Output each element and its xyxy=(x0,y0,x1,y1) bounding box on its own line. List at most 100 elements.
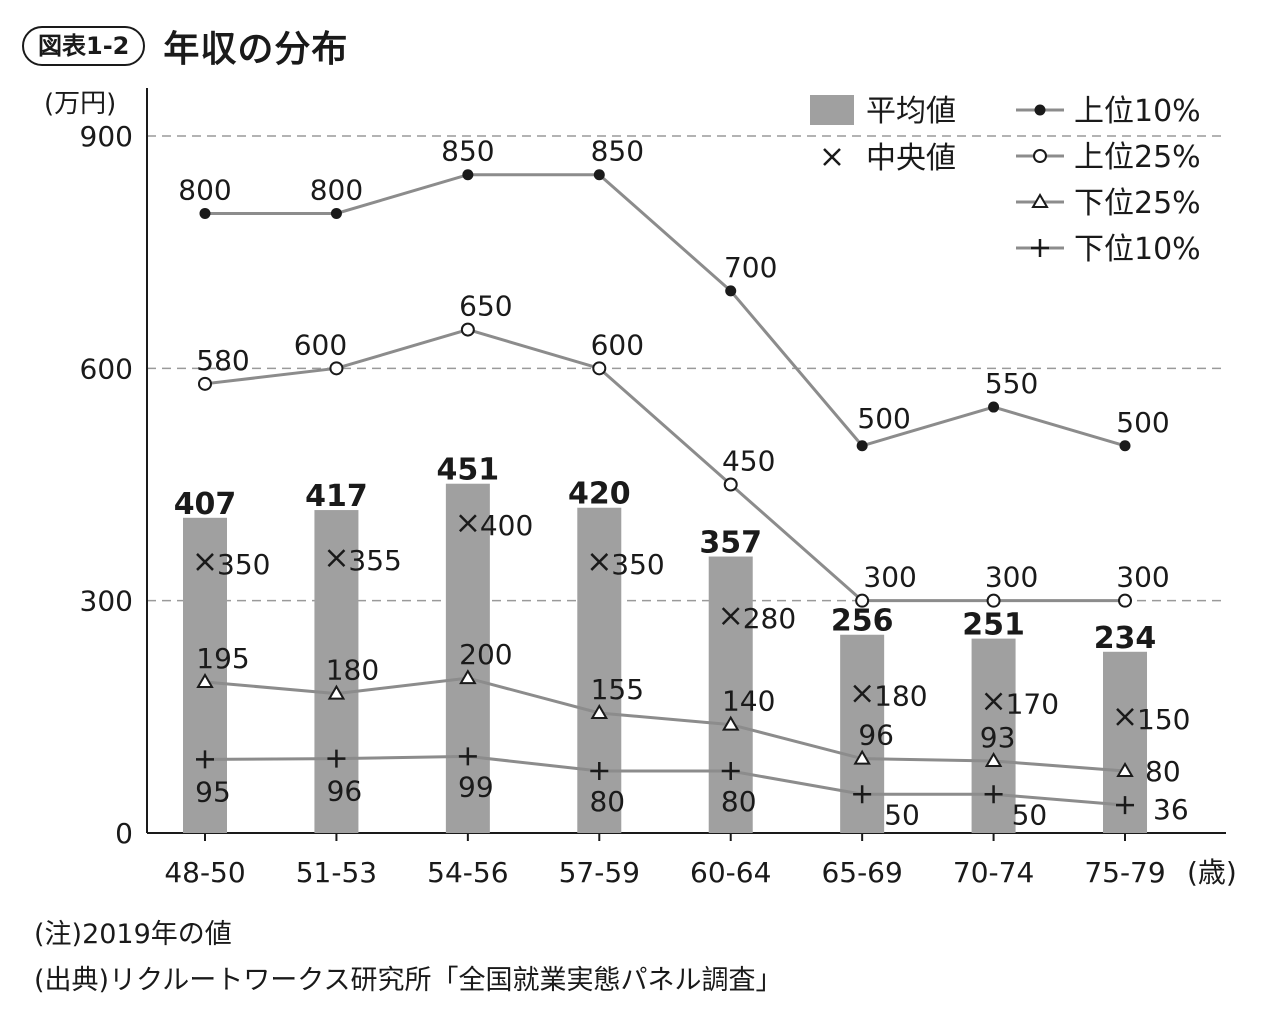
bar xyxy=(314,510,359,833)
bar-value-label: 420 xyxy=(568,477,631,512)
series-value-label: 300 xyxy=(1116,561,1169,594)
y-tick-label: 900 xyxy=(80,120,133,153)
x-tick-label: 65-69 xyxy=(821,856,902,889)
series-value-label: 95 xyxy=(195,775,231,808)
series-value-label: 450 xyxy=(722,445,775,478)
series-marker xyxy=(984,785,1003,804)
series-value-label: 850 xyxy=(591,135,644,168)
series-value-label: 155 xyxy=(591,673,644,706)
legend-label-mean: 平均値 xyxy=(866,94,956,129)
bar-value-label: 407 xyxy=(174,487,237,522)
figure-header: 図表1-2 年収の分布 xyxy=(22,20,348,72)
legend-label: 下位25% xyxy=(1074,186,1201,221)
median-marker xyxy=(1116,707,1134,726)
series-marker xyxy=(460,322,475,337)
series-value-label: 200 xyxy=(459,638,512,671)
series-marker xyxy=(590,762,609,781)
median-value-label: 350 xyxy=(611,548,664,581)
series-value-label: 800 xyxy=(178,173,231,206)
median-marker xyxy=(853,684,872,703)
series-value-label: 700 xyxy=(724,251,777,284)
series-marker xyxy=(330,207,342,219)
series-marker xyxy=(721,715,740,731)
legend-label: 下位10% xyxy=(1074,232,1201,267)
x-tick-label: 48-50 xyxy=(164,856,245,889)
series-marker xyxy=(458,747,477,766)
series-value-label: 580 xyxy=(196,344,249,377)
series-value-label: 180 xyxy=(326,654,379,687)
bar-value-label: 357 xyxy=(699,526,762,561)
series-marker xyxy=(592,361,607,376)
y-tick-label: 300 xyxy=(80,585,133,618)
bar-value-label: 256 xyxy=(831,604,894,639)
series-value-label: 50 xyxy=(884,798,920,831)
series-marker xyxy=(459,669,477,685)
series-marker xyxy=(853,785,872,804)
series-marker xyxy=(855,593,870,608)
income-distribution-chart: 0 300 600 900(万円) 48-50 51-53 54-56 57-59 60-64 6… xyxy=(44,88,1237,889)
series-marker xyxy=(984,751,1003,767)
series-marker xyxy=(198,376,212,391)
series-value-label: 195 xyxy=(196,642,249,675)
series-value-label: 36 xyxy=(1153,793,1189,826)
x-tick-label: 51-53 xyxy=(296,856,377,889)
series-value-label: 99 xyxy=(458,770,494,803)
series-value-label: 600 xyxy=(591,328,644,361)
chart-note: (注)2019年の値 xyxy=(34,919,232,950)
series-value-label: 50 xyxy=(1012,798,1048,831)
series-marker xyxy=(327,684,346,700)
y-tick-label: 0 xyxy=(115,817,133,850)
y-axis-unit: (万円) xyxy=(44,89,116,119)
series-value-label: 500 xyxy=(1116,406,1169,439)
series-value-label: 80 xyxy=(589,785,625,818)
series-marker xyxy=(1116,762,1134,778)
series-marker xyxy=(329,361,344,376)
bar-value-label: 251 xyxy=(962,608,1025,643)
median-marker xyxy=(721,607,740,626)
legend-marker xyxy=(1034,104,1046,116)
legend-marker xyxy=(1031,239,1049,257)
legend-label-median: 中央値 xyxy=(866,141,956,176)
series-line xyxy=(205,173,1126,448)
series-marker xyxy=(988,401,1000,413)
series-marker xyxy=(196,672,214,688)
bar-value-label: 417 xyxy=(305,479,368,514)
series-value-label: 80 xyxy=(1145,755,1181,788)
series-value-label: 850 xyxy=(441,135,494,168)
series-value-label: 600 xyxy=(294,328,347,361)
series-value-label: 96 xyxy=(858,719,894,752)
median-value-label: 350 xyxy=(217,548,270,581)
median-value-label: 150 xyxy=(1137,703,1190,736)
series-value-label: 300 xyxy=(863,561,916,594)
median-marker xyxy=(984,692,1003,711)
median-marker xyxy=(590,553,609,571)
series-marker xyxy=(1119,440,1131,452)
figure-title: 年収の分布 xyxy=(163,29,349,70)
median-marker xyxy=(196,553,214,571)
series-marker xyxy=(462,169,474,181)
series-value-label: 300 xyxy=(985,561,1038,594)
x-tick-label: 70-74 xyxy=(953,856,1034,889)
legend-median-icon xyxy=(823,148,841,166)
series-marker xyxy=(199,207,211,219)
median-value-label: 400 xyxy=(480,509,533,542)
series-value-label: 800 xyxy=(310,173,363,206)
x-tick-label: 60-64 xyxy=(690,856,771,889)
series-marker xyxy=(593,169,605,181)
series-value-label: 96 xyxy=(327,775,363,808)
legend-marker xyxy=(1031,193,1049,208)
median-value-label: 180 xyxy=(874,680,927,713)
x-tick-label: 75-79 xyxy=(1084,856,1165,889)
bar xyxy=(445,483,490,833)
series-line xyxy=(204,754,1126,807)
series-marker xyxy=(986,593,1001,608)
legend-marker xyxy=(1033,149,1047,163)
series-value-label: 93 xyxy=(980,721,1016,754)
median-value-label: 280 xyxy=(743,602,796,635)
median-value-label: 355 xyxy=(348,544,401,577)
bar-value-label: 234 xyxy=(1094,621,1157,656)
x-tick-label: 57-59 xyxy=(559,856,640,889)
y-tick-label: 600 xyxy=(80,352,133,385)
series-line xyxy=(204,676,1126,773)
legend-label: 上位25% xyxy=(1074,140,1201,175)
